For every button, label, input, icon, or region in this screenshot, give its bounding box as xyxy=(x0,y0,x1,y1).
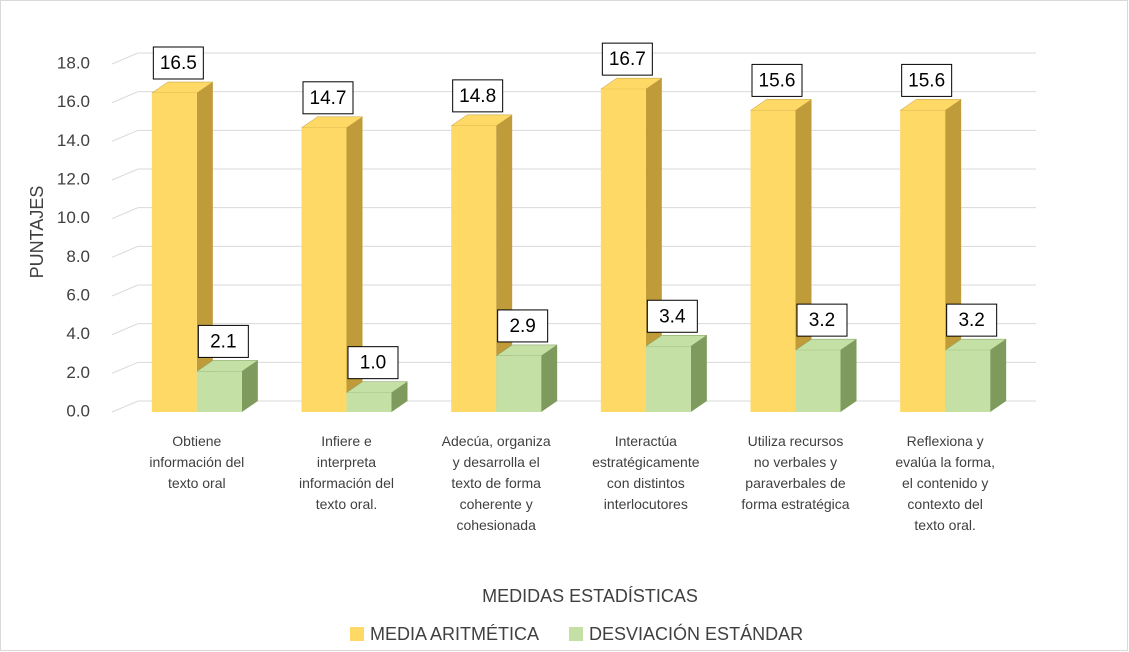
data-label-box xyxy=(946,303,998,337)
x-tick-label: Adecúa, organiza y desarrolla el texto de … xyxy=(442,433,551,533)
data-label: 2.9 xyxy=(509,316,535,337)
y-tick-label: 18.0 xyxy=(57,53,90,72)
bar-side xyxy=(990,339,1007,412)
legend-swatch xyxy=(569,627,584,641)
bar-side xyxy=(391,381,408,412)
y-tick-label: 12.0 xyxy=(57,169,90,188)
y-tick-label: 14.0 xyxy=(57,131,90,150)
data-label-box xyxy=(497,309,549,343)
grid-line-floor xyxy=(111,207,139,220)
grid-line-floor xyxy=(111,245,139,258)
legend-label: DESVIACIÓN ESTÁNDAR xyxy=(589,623,803,644)
data-label: 15.6 xyxy=(759,70,796,91)
grid-line-floor xyxy=(111,129,139,142)
y-axis-title: PUNTAJES xyxy=(27,186,47,279)
y-tick-label: 0.0 xyxy=(66,401,90,420)
grid-line-floor xyxy=(111,168,139,181)
bar xyxy=(795,350,841,412)
grid-line-floor xyxy=(111,52,139,65)
data-label-box xyxy=(601,42,653,76)
grid-line-floor xyxy=(111,91,139,104)
legend-swatch xyxy=(350,627,364,641)
legend-label: MEDIA ARITMÉTICA xyxy=(370,624,539,644)
data-label-box xyxy=(347,346,399,380)
bar xyxy=(151,93,197,412)
y-tick-label: 2.0 xyxy=(66,363,90,382)
data-label: 14.8 xyxy=(459,86,496,107)
y-tick-label: 10.0 xyxy=(57,208,90,227)
data-label: 3.2 xyxy=(809,310,835,331)
data-label-box xyxy=(901,63,953,97)
grid-line-floor xyxy=(111,400,139,413)
bar xyxy=(750,110,796,413)
y-tick-label: 8.0 xyxy=(66,247,90,266)
bar-side xyxy=(346,116,363,413)
bar xyxy=(900,110,946,413)
x-tick-label: Reflexiona y evalúa la forma, el contenido… xyxy=(895,433,995,533)
x-tick-label: Obtiene información del texto oral xyxy=(149,433,244,491)
grid-line-floor xyxy=(111,284,139,297)
data-label: 3.2 xyxy=(958,310,984,331)
x-tick-label: Interactúa estratégicamente con distintos i… xyxy=(592,433,700,512)
grid-line-floor xyxy=(111,323,139,336)
bar-side xyxy=(690,335,707,412)
bar xyxy=(600,89,646,412)
bar xyxy=(451,125,497,412)
data-label: 16.5 xyxy=(160,53,197,74)
data-label: 15.6 xyxy=(908,70,945,91)
data-label-box xyxy=(302,81,354,115)
bar xyxy=(945,350,991,412)
x-axis-title: MEDIDAS ESTADÍSTICAS xyxy=(482,586,698,606)
data-label-box xyxy=(197,324,249,358)
bar xyxy=(196,371,242,412)
data-label-box xyxy=(152,46,204,80)
data-label-box xyxy=(452,79,504,113)
bar xyxy=(346,392,392,412)
bar-side xyxy=(241,360,258,412)
grid-line-floor xyxy=(111,361,139,374)
data-label-box xyxy=(796,303,848,337)
data-label: 14.7 xyxy=(310,88,347,109)
data-label: 1.0 xyxy=(360,353,386,374)
y-tick-label: 4.0 xyxy=(66,324,90,343)
bar-side xyxy=(840,339,857,412)
x-tick-label: Infiere e interpreta información del texto … xyxy=(299,433,394,512)
data-label-box xyxy=(646,299,698,333)
data-label: 16.7 xyxy=(609,49,646,70)
data-label: 2.1 xyxy=(210,331,236,352)
bar xyxy=(301,127,347,413)
bar xyxy=(645,346,691,412)
bar-side xyxy=(541,344,558,412)
x-tick-label: Utiliza recursos no verbales y paraverbale… xyxy=(741,433,849,512)
y-tick-label: 6.0 xyxy=(66,285,90,304)
y-tick-label: 16.0 xyxy=(57,92,90,111)
bar xyxy=(496,355,542,412)
data-label-box xyxy=(751,63,803,97)
data-label: 3.4 xyxy=(659,306,686,327)
